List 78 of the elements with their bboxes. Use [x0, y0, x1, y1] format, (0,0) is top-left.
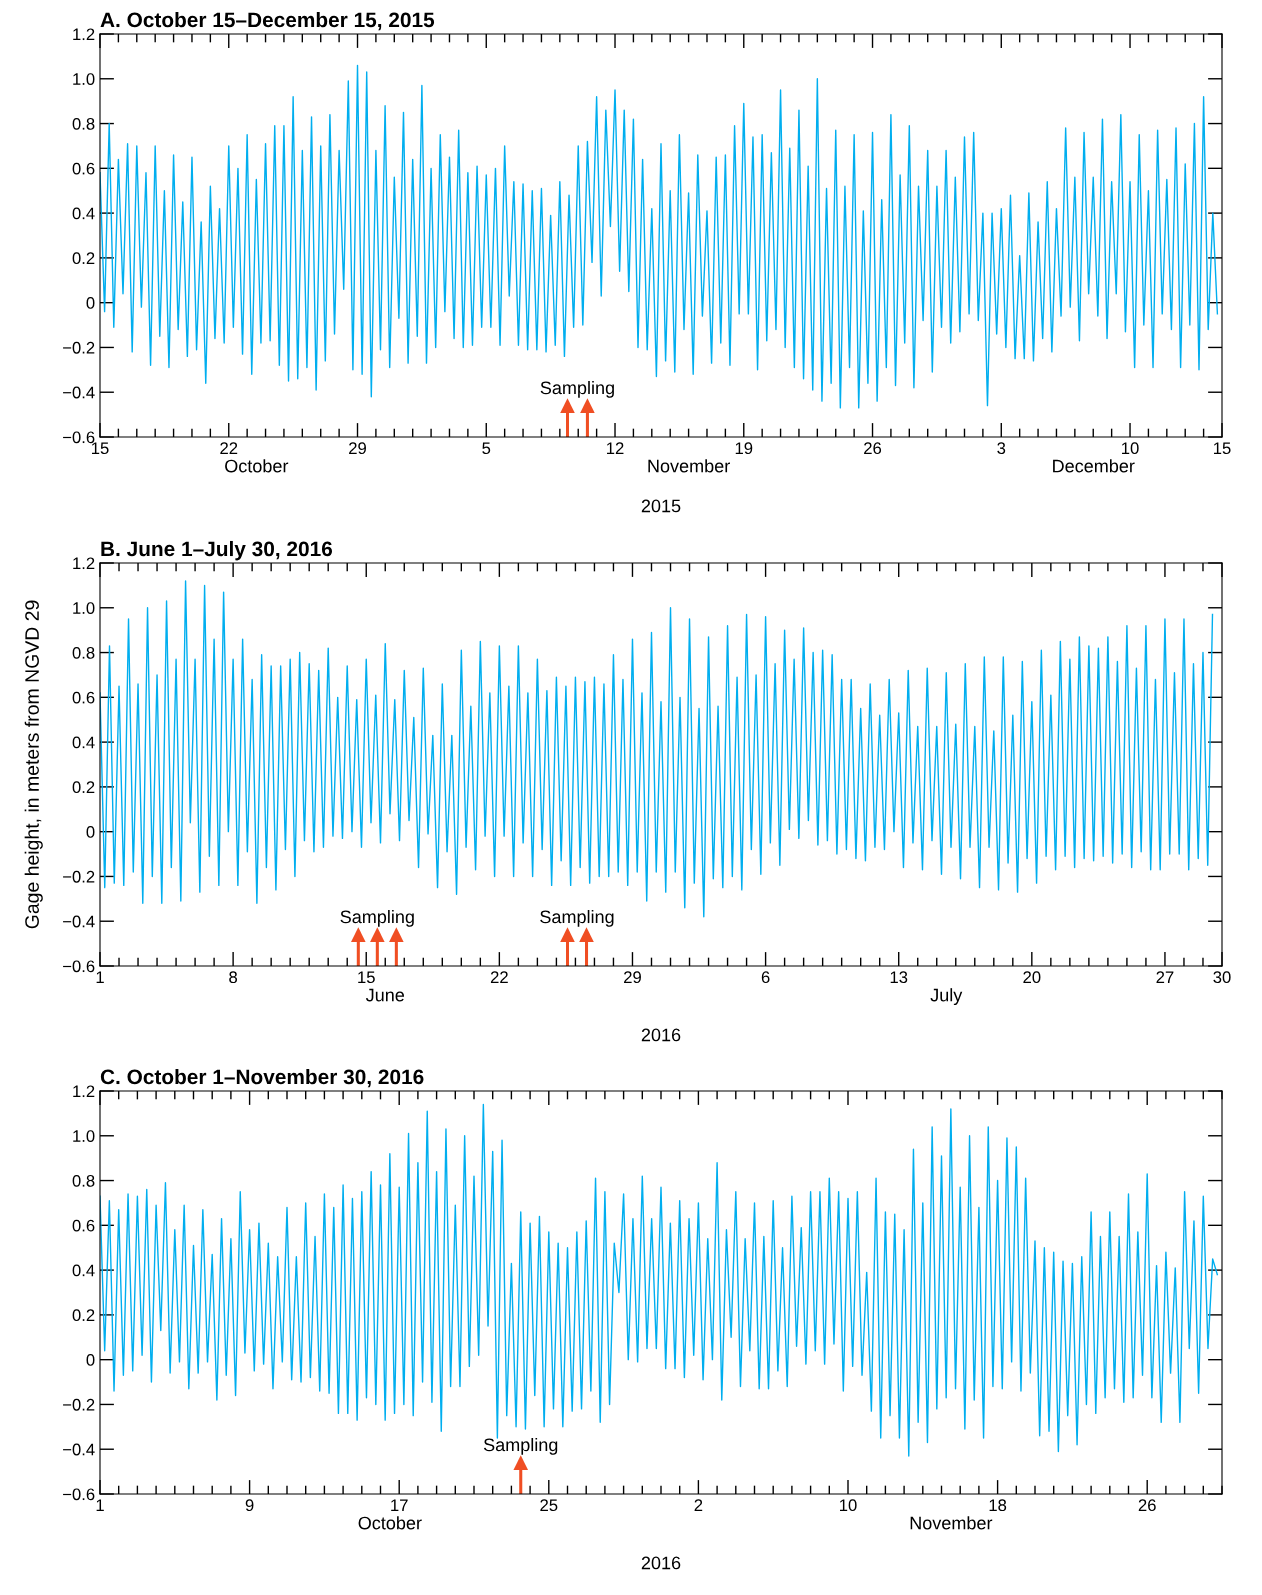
- series-label: Sampling: [483, 1437, 558, 1455]
- y-tick-label: 1.0: [73, 73, 95, 85]
- x-tick-label: 15: [92, 442, 109, 455]
- text: November: [648, 459, 730, 473]
- series-label: Sampling: [540, 909, 614, 927]
- text: June: [365, 988, 405, 1002]
- y-axis-title: Gage height, in meters from NGVD 29: [24, 600, 43, 929]
- line-series: [100, 64, 1219, 409]
- line-series: [100, 1103, 1219, 1457]
- x-tick-label: 25: [540, 1499, 558, 1512]
- y-tick-label: 0.8: [72, 1174, 95, 1187]
- x-tick-label: 18: [989, 1499, 1007, 1512]
- x-tick-label: 15: [1214, 442, 1231, 455]
- y-tick-label: −0.6: [63, 1488, 95, 1501]
- x-tick-label: 1: [96, 1499, 104, 1511]
- text: July: [930, 988, 963, 1005]
- x-tick-label: 3: [997, 442, 1006, 455]
- y-tick-label: −0.6: [63, 960, 95, 973]
- y-tick-label: −0.2: [63, 341, 95, 354]
- x-tick-label: 22: [490, 971, 508, 983]
- y-tick-label: −0.6: [63, 431, 95, 444]
- y-tick-label: 0.4: [72, 207, 95, 220]
- y-tick-label: 0.8: [72, 117, 95, 130]
- y-tick-label: 0.4: [72, 1264, 95, 1277]
- y-tick-label: 0: [86, 1354, 95, 1366]
- y-tick-label: −0.4: [63, 386, 95, 399]
- x-tick-label: 10: [1122, 442, 1139, 455]
- y-tick-label: 0.4: [72, 736, 95, 749]
- y-tick-label: 0.8: [72, 646, 95, 659]
- x-tick-label: 29: [624, 971, 641, 984]
- x-tick-label: 5: [482, 442, 491, 455]
- x-tick-label: 27: [1156, 971, 1174, 983]
- x-tick-label: 20: [1023, 971, 1041, 984]
- y-tick-label: 1.2: [73, 557, 95, 570]
- y-tick-label: −0.2: [63, 870, 95, 883]
- x-tick-label: 30: [1213, 971, 1231, 984]
- x-tick-label: 13: [890, 971, 908, 984]
- y-tick-label: 0.2: [72, 1309, 95, 1322]
- text: December: [1053, 459, 1135, 473]
- y-tick-label: 0.2: [72, 252, 95, 265]
- series-label: Sampling: [540, 380, 614, 398]
- x-tick-label: 19: [735, 442, 753, 455]
- y-tick-label: 1.2: [73, 28, 95, 41]
- y-tick-label: −0.2: [63, 1398, 95, 1411]
- y-tick-label: 1.0: [73, 1130, 95, 1142]
- x-tick-label: 8: [229, 971, 238, 984]
- x-axis-title: 2016: [641, 1028, 681, 1042]
- x-tick-label: 26: [1138, 1499, 1156, 1512]
- x-axis-title: 2015: [641, 499, 681, 513]
- x-tick-label: 10: [840, 1499, 857, 1512]
- y-tick-label: −0.4: [63, 1443, 95, 1456]
- x-tick-label: 1: [96, 971, 104, 983]
- y-tick-label: 0.6: [72, 162, 95, 175]
- x-tick-label: 26: [864, 442, 882, 455]
- x-tick-label: 17: [391, 1499, 408, 1511]
- x-tick-label: 2: [694, 1499, 703, 1511]
- x-tick-label: 15: [358, 971, 375, 984]
- x-tick-label: 6: [761, 971, 770, 984]
- x-tick-label: 9: [245, 1499, 254, 1512]
- y-tick-label: −0.4: [63, 915, 95, 928]
- chart-title: B. June 1–July 30, 2016: [101, 540, 333, 561]
- y-tick-label: 0: [86, 297, 95, 309]
- chart-title: A. October 15–December 15, 2015: [100, 11, 435, 31]
- x-axis-title: 2016: [641, 1556, 681, 1570]
- y-tick-label: 0.6: [72, 1219, 95, 1232]
- chart-title: C. October 1–November 30, 2016: [100, 1068, 424, 1088]
- text: October: [358, 1516, 422, 1530]
- text: November: [910, 1516, 993, 1530]
- y-tick-label: 0.2: [72, 781, 95, 794]
- text: October: [225, 459, 289, 473]
- y-tick-label: 0.6: [72, 691, 95, 704]
- series-label: Sampling: [340, 909, 414, 927]
- y-tick-label: 1.2: [73, 1085, 95, 1098]
- x-tick-label: 29: [349, 442, 366, 455]
- x-tick-label: 12: [607, 442, 624, 454]
- y-tick-label: 0: [86, 826, 95, 838]
- x-tick-label: 22: [220, 442, 238, 454]
- y-tick-label: 1.0: [73, 602, 95, 614]
